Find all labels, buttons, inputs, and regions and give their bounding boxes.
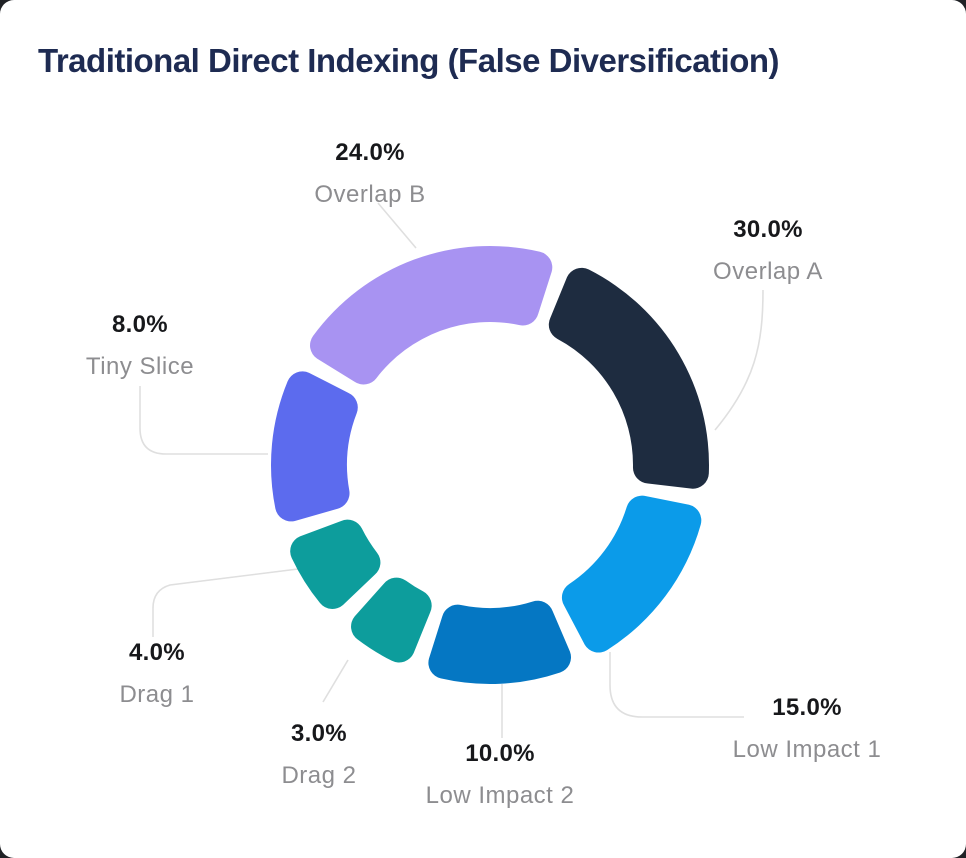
leader-line-drag-2 <box>322 659 349 703</box>
donut-segment-overlap-b[interactable] <box>310 246 553 385</box>
segment-percent: 10.0% <box>465 740 535 767</box>
segment-percent: 8.0% <box>112 311 168 338</box>
leader-line-tiny-slice <box>139 386 268 455</box>
chart-title: Traditional Direct Indexing (False Diver… <box>38 42 780 79</box>
donut-segment-drag-2[interactable] <box>351 577 432 663</box>
segment-name: Overlap B <box>314 181 426 208</box>
segment-label-overlap-b: 24.0% Overlap B <box>314 139 425 209</box>
segment-name: Drag 1 <box>119 681 195 708</box>
donut-segment-drag-1[interactable] <box>290 519 381 609</box>
donut-segment-low-impact-2[interactable] <box>428 600 572 684</box>
segment-label-drag-2: 3.0% Drag 2 <box>281 720 356 790</box>
segment-label-drag-1: 4.0% Drag 1 <box>119 639 194 709</box>
donut-segment-overlap-a[interactable] <box>548 267 709 489</box>
segment-name: Tiny Slice <box>85 353 195 380</box>
segment-percent: 4.0% <box>129 639 185 666</box>
segment-percent: 24.0% <box>335 139 405 166</box>
segment-label-tiny-slice: 8.0% Tiny Slice <box>86 311 194 381</box>
segment-label-low-impact-2: 10.0% Low Impact 2 <box>426 740 575 810</box>
leader-line-drag-1 <box>152 568 299 637</box>
segment-percent: 30.0% <box>733 216 803 243</box>
donut-segment-tiny-slice[interactable] <box>271 371 358 522</box>
leader-line-overlap-a <box>714 289 764 431</box>
segment-percent: 3.0% <box>291 720 347 747</box>
segment-label-low-impact-1: 15.0% Low Impact 1 <box>733 694 882 764</box>
segment-name: Low Impact 1 <box>732 736 882 763</box>
segment-label-overlap-a: 30.0% Overlap A <box>713 216 823 286</box>
segment-percent: 15.0% <box>772 694 842 721</box>
donut-segment-low-impact-1[interactable] <box>561 495 702 653</box>
leader-line-low-impact-1 <box>609 652 744 718</box>
segment-name: Overlap A <box>713 258 823 285</box>
leader-line-overlap-b <box>377 202 417 249</box>
segment-name: Drag 2 <box>281 762 357 789</box>
segment-name: Low Impact 2 <box>425 782 575 809</box>
